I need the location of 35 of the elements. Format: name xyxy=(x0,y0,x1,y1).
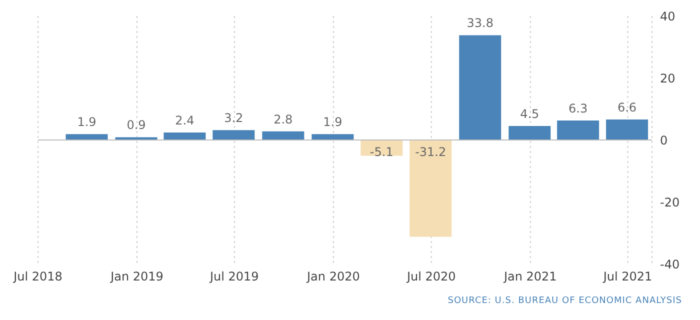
data-label: 3.2 xyxy=(224,111,244,126)
bar xyxy=(459,35,502,140)
data-label: 1.9 xyxy=(77,115,96,130)
bar xyxy=(312,134,354,140)
data-label: 6.6 xyxy=(617,100,637,115)
data-label: 2.4 xyxy=(175,114,194,128)
bar xyxy=(262,131,304,140)
data-label: 6.3 xyxy=(568,101,588,116)
bar xyxy=(410,140,452,237)
x-tick-label: Jan 2020 xyxy=(306,270,360,284)
x-tick-label: Jul 2018 xyxy=(12,270,62,284)
bar xyxy=(66,134,108,140)
data-label: 0.9 xyxy=(126,118,146,132)
source-note: SOURCE: U.S. BUREAU OF ECONOMIC ANALYSIS xyxy=(446,296,683,306)
data-label: 4.5 xyxy=(520,107,540,122)
x-tick-label: Jan 2019 xyxy=(110,270,164,284)
y-tick-label: 0 xyxy=(660,133,668,148)
x-tick-label: Jul 2019 xyxy=(208,270,259,284)
y-tick-label: 20 xyxy=(660,71,676,86)
bar xyxy=(557,120,600,140)
y-tick-label: 40 xyxy=(660,9,676,24)
bar xyxy=(164,132,206,140)
data-label: 1.9 xyxy=(323,115,342,130)
bar xyxy=(508,126,551,140)
y-tick-label: -40 xyxy=(660,257,680,272)
bar xyxy=(212,130,255,140)
x-tick-label: Jul 2021 xyxy=(602,270,652,284)
y-tick-label: -20 xyxy=(660,195,680,210)
x-tick-label: Jul 2020 xyxy=(406,270,456,284)
x-tick-label: Jan 2021 xyxy=(502,270,557,284)
data-label: 33.8 xyxy=(466,16,494,30)
data-label: 2.8 xyxy=(274,112,293,126)
bar xyxy=(606,120,648,140)
data-label: -5.1 xyxy=(370,145,394,159)
data-label: -31.2 xyxy=(415,145,446,159)
